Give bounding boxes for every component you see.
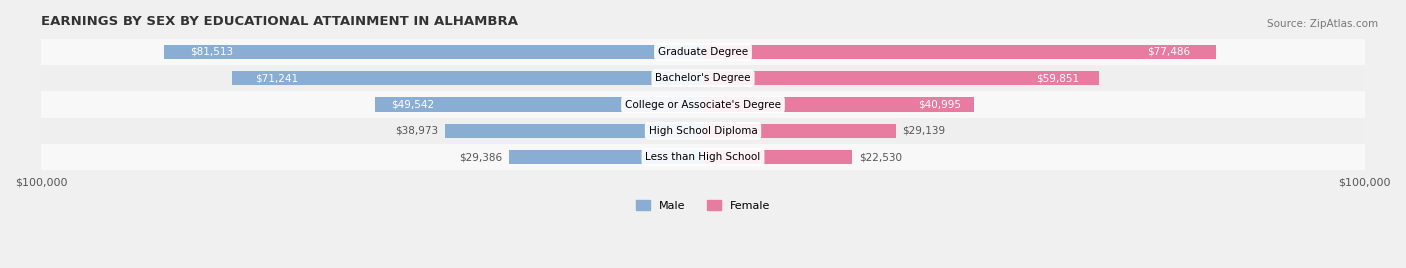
Bar	[375, 97, 703, 112]
Text: $71,241: $71,241	[254, 73, 298, 83]
Text: $59,851: $59,851	[1036, 73, 1080, 83]
Text: $22,530: $22,530	[859, 152, 901, 162]
Bar	[41, 144, 1365, 170]
Bar	[703, 150, 852, 164]
Bar	[703, 45, 1216, 59]
Bar	[41, 39, 1365, 65]
Bar	[703, 124, 896, 138]
Text: Graduate Degree: Graduate Degree	[658, 47, 748, 57]
Bar	[232, 71, 703, 85]
Text: $81,513: $81,513	[191, 47, 233, 57]
Legend: Male, Female: Male, Female	[631, 196, 775, 215]
Text: $49,542: $49,542	[391, 99, 434, 110]
Text: EARNINGS BY SEX BY EDUCATIONAL ATTAINMENT IN ALHAMBRA: EARNINGS BY SEX BY EDUCATIONAL ATTAINMEN…	[41, 15, 519, 28]
Text: $29,386: $29,386	[458, 152, 502, 162]
Text: Less than High School: Less than High School	[645, 152, 761, 162]
Text: Bachelor's Degree: Bachelor's Degree	[655, 73, 751, 83]
Text: Source: ZipAtlas.com: Source: ZipAtlas.com	[1267, 19, 1378, 29]
Text: High School Diploma: High School Diploma	[648, 126, 758, 136]
Text: College or Associate's Degree: College or Associate's Degree	[626, 99, 780, 110]
Bar	[703, 97, 974, 112]
Text: $77,486: $77,486	[1147, 47, 1189, 57]
Bar	[703, 71, 1099, 85]
Bar	[41, 118, 1365, 144]
Text: $38,973: $38,973	[395, 126, 439, 136]
Bar	[509, 150, 703, 164]
Text: $29,139: $29,139	[903, 126, 946, 136]
Bar	[41, 65, 1365, 91]
Bar	[41, 91, 1365, 118]
Bar	[446, 124, 703, 138]
Text: $40,995: $40,995	[918, 99, 960, 110]
Bar	[163, 45, 703, 59]
